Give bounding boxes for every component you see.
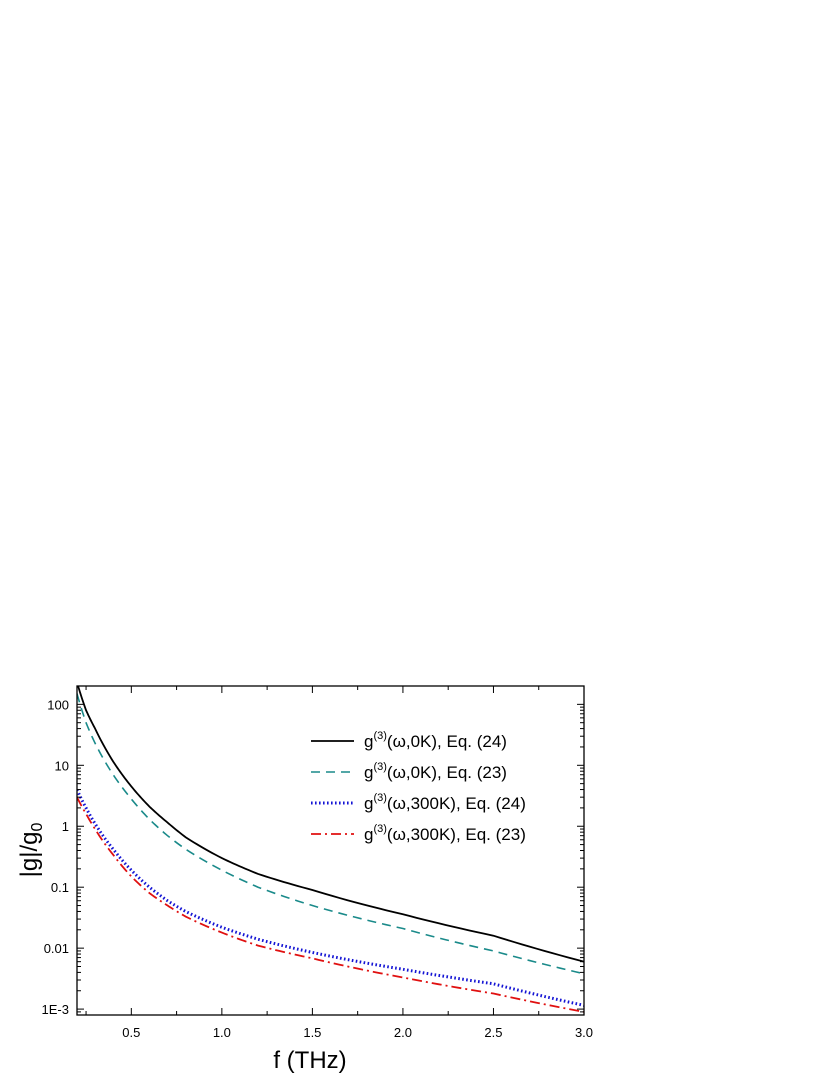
legend-label-superscript: (3) bbox=[373, 792, 386, 804]
x-tick-label: 2.5 bbox=[484, 1025, 502, 1040]
legend-label-superscript: (3) bbox=[373, 761, 386, 773]
legend-label-rest: (ω,300K), Eq. (24) bbox=[387, 794, 526, 813]
x-tick-label: 2.0 bbox=[394, 1025, 412, 1040]
legend-label-4: g(3)(ω,300K), Eq. (23) bbox=[364, 823, 526, 844]
legend-label-rest: (ω,300K), Eq. (23) bbox=[387, 825, 526, 844]
y-tick-label: 0.01 bbox=[44, 941, 69, 956]
legend-label-2: g(3)(ω,0K), Eq. (23) bbox=[364, 761, 507, 782]
series-layer bbox=[77, 686, 584, 1013]
legend-label-superscript: (3) bbox=[373, 730, 386, 742]
legend-label-base: g bbox=[364, 825, 373, 844]
legend-label-base: g bbox=[364, 763, 373, 782]
x-axis-title: f (THz) bbox=[273, 1047, 346, 1074]
x-tick-label: 3.0 bbox=[575, 1025, 593, 1040]
legend: g(3)(ω,0K), Eq. (24)g(3)(ω,0K), Eq. (23)… bbox=[311, 730, 526, 844]
legend-label-1: g(3)(ω,0K), Eq. (24) bbox=[364, 730, 507, 751]
x-tick-label: 1.5 bbox=[303, 1025, 321, 1040]
legend-label-3: g(3)(ω,300K), Eq. (24) bbox=[364, 792, 526, 813]
series-line-4 bbox=[77, 796, 584, 1013]
y-tick-label: 1 bbox=[62, 819, 69, 834]
plot-frame bbox=[76, 685, 585, 1016]
y-tick-label: 0.1 bbox=[51, 880, 69, 895]
legend-label-base: g bbox=[364, 794, 373, 813]
svg-text:|g|/g0: |g|/g0 bbox=[16, 823, 46, 878]
y-axis-title: |g|/g0 bbox=[16, 823, 46, 878]
y-axis-title-main: |g|/g bbox=[16, 832, 43, 878]
y-tick-label: 100 bbox=[47, 697, 69, 712]
series-line-2 bbox=[77, 693, 584, 975]
x-tick-label: 1.0 bbox=[213, 1025, 231, 1040]
legend-label-rest: (ω,0K), Eq. (23) bbox=[387, 763, 507, 782]
y-tick-label: 10 bbox=[55, 758, 69, 773]
series-line-1 bbox=[77, 686, 584, 963]
x-axis: 0.5 1.0 1.5 2.0 2.5 3.0 bbox=[85, 686, 593, 1040]
legend-label-rest: (ω,0K), Eq. (24) bbox=[387, 732, 507, 751]
legend-label-superscript: (3) bbox=[373, 823, 386, 835]
y-tick-label: 1E-3 bbox=[42, 1002, 69, 1017]
legend-label-base: g bbox=[364, 732, 373, 751]
x-tick-label: 0.5 bbox=[122, 1025, 140, 1040]
y-axis-title-subscript: 0 bbox=[29, 823, 46, 832]
y-axis: 1E-3 0.01 0.1 1 10 100 bbox=[42, 697, 584, 1017]
